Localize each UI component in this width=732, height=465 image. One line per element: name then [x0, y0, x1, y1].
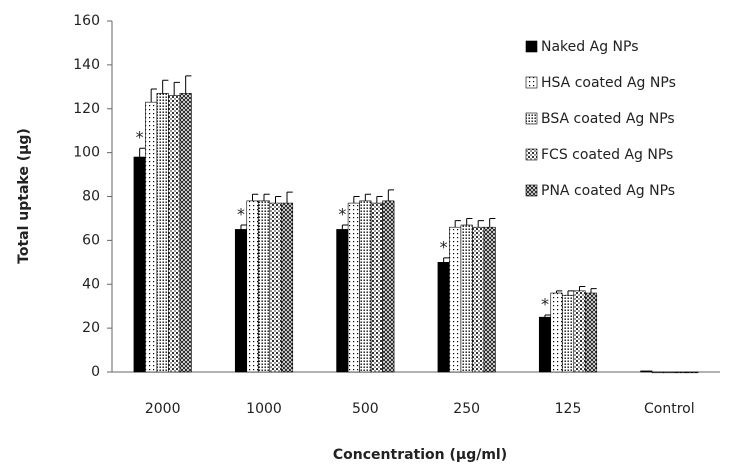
error-bar: [387, 189, 395, 201]
bar: [472, 226, 485, 373]
y-tick-label: 160: [73, 13, 100, 29]
y-tick-label: 140: [73, 57, 100, 73]
annotation: *: [136, 128, 144, 147]
bar: [640, 370, 653, 373]
bar: [538, 316, 552, 373]
y-tick-label: 100: [73, 145, 100, 161]
bar: [686, 371, 699, 374]
error-bar: [252, 193, 259, 201]
bar: [168, 95, 181, 373]
bar: [246, 200, 259, 373]
error-bar: [466, 217, 473, 226]
y-tick-label: 0: [91, 364, 100, 380]
legend-swatch: [525, 112, 538, 125]
bar: [584, 292, 598, 373]
bar: [257, 200, 271, 373]
error-bar: [567, 290, 574, 296]
y-tick-label: 20: [82, 320, 100, 336]
bar: [550, 292, 563, 373]
error-bar: [263, 193, 270, 201]
bar: [483, 226, 496, 373]
error-bar: [341, 224, 349, 230]
x-tick-label: Control: [644, 401, 695, 417]
bar: [179, 93, 192, 373]
bar: [145, 101, 158, 373]
bar: [449, 226, 462, 373]
error-bar: [454, 220, 461, 228]
bar: [336, 229, 349, 373]
bar: [156, 93, 169, 373]
bar: [663, 371, 676, 374]
bar: [674, 371, 687, 374]
legend-label: HSA coated Ag NPs: [541, 75, 676, 91]
legend-label: BSA coated Ag NPs: [541, 111, 675, 127]
y-tick-label: 120: [73, 101, 100, 117]
annotation: *: [338, 205, 346, 224]
error-bar: [286, 191, 293, 204]
x-tick-label: 2000: [145, 401, 181, 417]
error-bar: [364, 193, 372, 201]
legend-label: Naked Ag NPs: [541, 39, 639, 55]
y-tick-label: 80: [82, 189, 100, 205]
bar: [651, 371, 664, 374]
bar: [370, 202, 383, 373]
y-axis-title: Total uptake (µg): [16, 128, 32, 264]
error-bar: [353, 196, 360, 204]
error-bar: [544, 314, 551, 318]
bar: [347, 202, 360, 373]
y-tick-label: 60: [82, 232, 100, 248]
bar: [133, 156, 146, 373]
bar: [269, 202, 282, 373]
bar: [573, 290, 586, 373]
x-axis-title: Concentration (µg/ml): [333, 447, 507, 463]
bar: [561, 294, 575, 373]
bar: [280, 202, 294, 373]
x-tick-label: 125: [555, 401, 582, 417]
error-bar: [579, 285, 586, 291]
x-tick-label: 1000: [246, 401, 282, 417]
error-bar: [376, 196, 383, 204]
error-bar: [185, 75, 192, 94]
error-bar: [556, 290, 563, 294]
error-bar: [590, 288, 597, 294]
bar: [382, 200, 395, 373]
error-bar: [477, 220, 484, 228]
bar: [460, 224, 473, 373]
legend-label: PNA coated Ag NPs: [541, 183, 675, 199]
y-tick-label: 40: [82, 276, 100, 292]
error-bar: [150, 88, 157, 103]
error-bar: [275, 196, 282, 204]
legend-swatch: [525, 76, 538, 89]
legend-swatch: [525, 184, 538, 197]
annotation: *: [440, 237, 448, 256]
bar: [437, 262, 450, 373]
error-bar: [240, 224, 247, 230]
x-tick-label: 250: [453, 401, 480, 417]
error-bar: [489, 217, 496, 228]
bar: [359, 200, 372, 373]
error-bar: [162, 79, 169, 94]
legend-swatch: [525, 40, 538, 53]
error-bar: [443, 257, 450, 263]
legend-swatch: [525, 148, 538, 161]
annotation: *: [237, 205, 245, 224]
error-bar: [173, 81, 180, 96]
annotation: *: [541, 294, 549, 313]
legend-label: FCS coated Ag NPs: [541, 147, 673, 163]
x-tick-label: 500: [352, 401, 379, 417]
bar: [234, 229, 248, 373]
error-bar: [139, 147, 146, 158]
